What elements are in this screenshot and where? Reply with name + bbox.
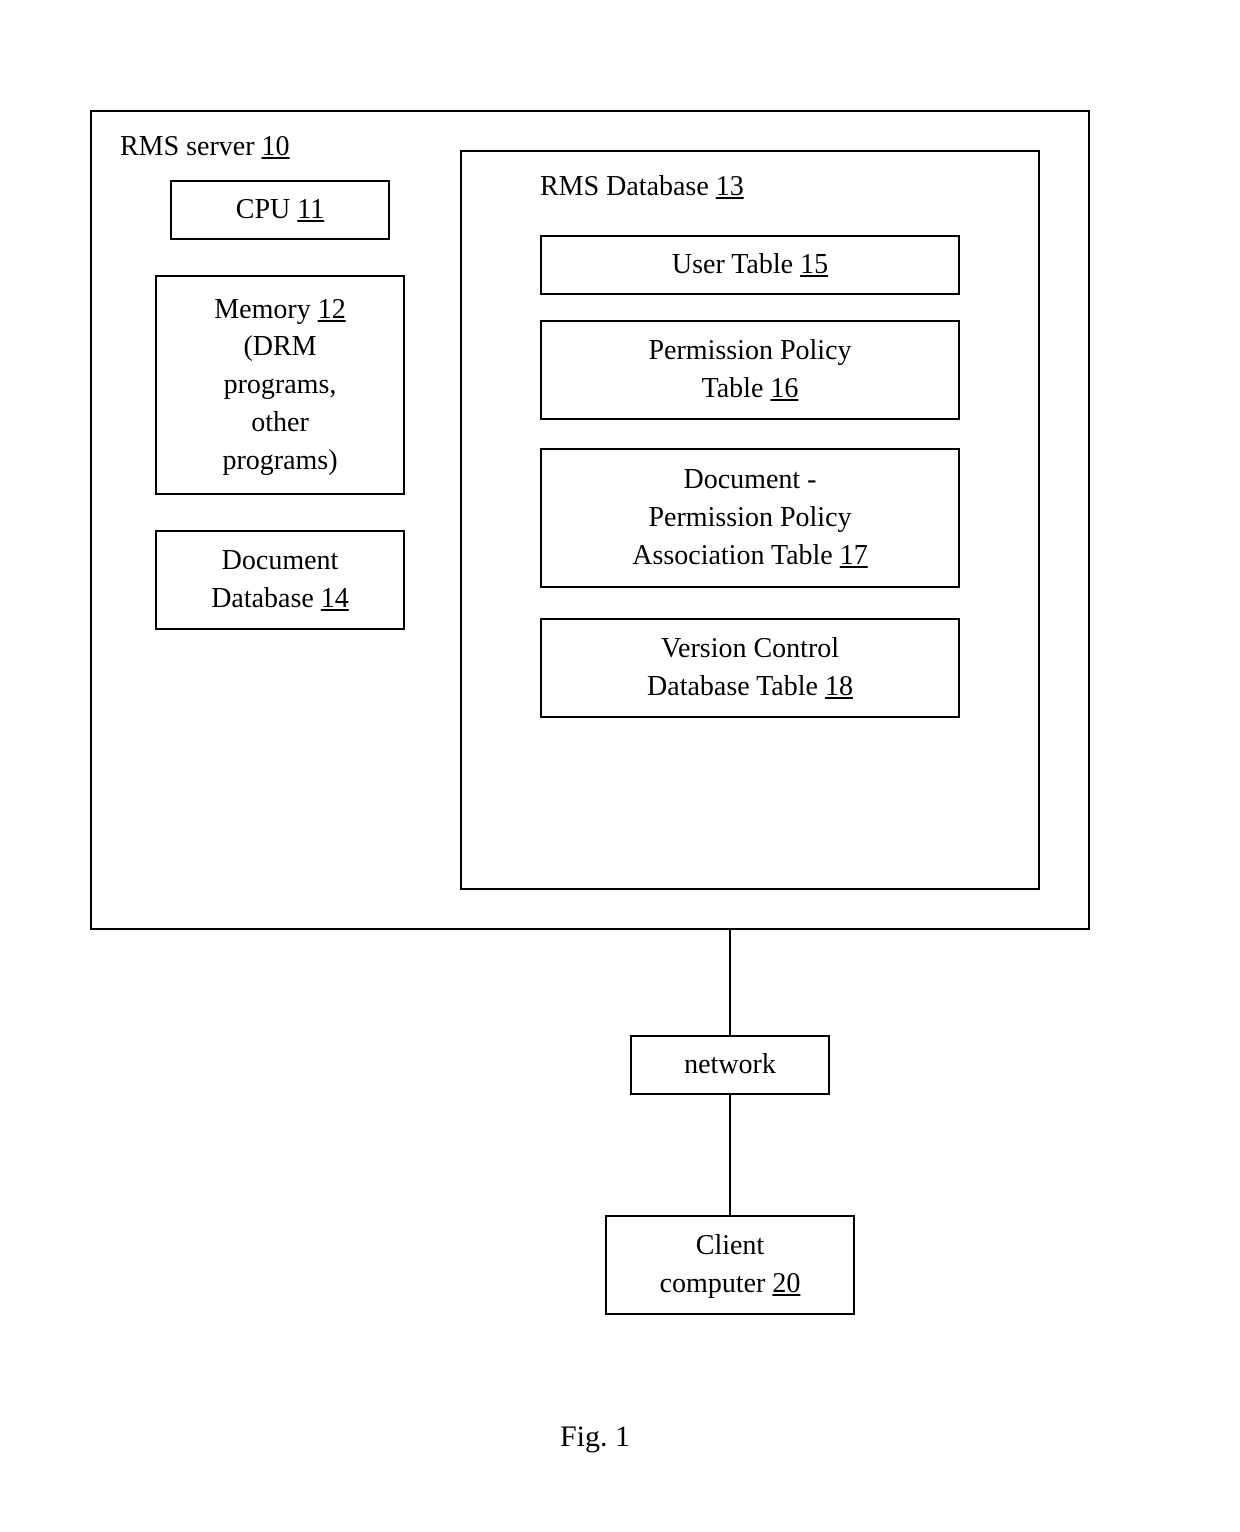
version-table-box: Version Control Database Table 18 <box>540 618 960 718</box>
docdb-line2-row: Database 14 <box>211 580 349 618</box>
perm-table-line2-row: Table 16 <box>702 370 799 408</box>
figure-caption: Fig. 1 <box>560 1420 630 1454</box>
network-label: network <box>684 1046 776 1084</box>
client-line1: Client <box>696 1227 764 1265</box>
version-table-line1: Version Control <box>661 630 839 668</box>
cpu-ref: 11 <box>297 194 324 225</box>
cpu-label: CPU <box>236 194 297 225</box>
memory-sub4: programs) <box>222 442 337 480</box>
memory-box: Memory 12 (DRM programs, other programs) <box>155 275 405 495</box>
connector-server-network <box>729 930 731 1035</box>
rms-server-label: RMS server <box>120 131 262 162</box>
assoc-table-ref: 17 <box>840 540 868 571</box>
memory-label-row: Memory 12 <box>214 291 345 329</box>
network-box: network <box>630 1035 830 1095</box>
perm-table-ref: 16 <box>770 373 798 404</box>
version-table-line2-row: Database Table 18 <box>647 668 853 706</box>
docdb-line1: Document <box>222 542 339 580</box>
memory-sub3: other <box>251 404 309 442</box>
client-line2-row: computer 20 <box>660 1265 801 1303</box>
assoc-table-line3-row: Association Table 17 <box>632 537 867 575</box>
assoc-table-line3: Association Table <box>632 540 839 571</box>
figure-caption-text: Fig. 1 <box>560 1420 630 1453</box>
user-table-label: User Table <box>672 249 800 280</box>
user-table-ref: 15 <box>800 249 828 280</box>
cpu-box: CPU 11 <box>170 180 390 240</box>
memory-label: Memory <box>214 294 317 325</box>
document-database-box: Document Database 14 <box>155 530 405 630</box>
client-ref: 20 <box>772 1268 800 1299</box>
docdb-line2: Database <box>211 583 321 614</box>
version-table-line2: Database Table <box>647 671 825 702</box>
association-table-box: Document - Permission Policy Association… <box>540 448 960 588</box>
perm-table-line2: Table <box>702 373 771 404</box>
connector-network-client <box>729 1095 731 1215</box>
client-line2: computer <box>660 1268 773 1299</box>
memory-sub1: (DRM <box>243 328 316 366</box>
user-table-box: User Table 15 <box>540 235 960 295</box>
memory-sub2: programs, <box>224 366 337 404</box>
permission-policy-table-box: Permission Policy Table 16 <box>540 320 960 420</box>
rms-server-title: RMS server 10 <box>120 130 290 164</box>
perm-table-line1: Permission Policy <box>648 332 851 370</box>
rms-database-title: RMS Database 13 <box>540 170 744 204</box>
rms-server-ref: 10 <box>262 131 290 162</box>
cpu-label-row: CPU 11 <box>236 191 324 229</box>
version-table-ref: 18 <box>825 671 853 702</box>
rms-database-label: RMS Database <box>540 171 716 202</box>
user-table-row: User Table 15 <box>672 246 828 284</box>
docdb-ref: 14 <box>321 583 349 614</box>
memory-ref: 12 <box>318 294 346 325</box>
assoc-table-line2: Permission Policy <box>648 499 851 537</box>
rms-database-ref: 13 <box>716 171 744 202</box>
client-computer-box: Client computer 20 <box>605 1215 855 1315</box>
assoc-table-line1: Document - <box>684 461 817 499</box>
